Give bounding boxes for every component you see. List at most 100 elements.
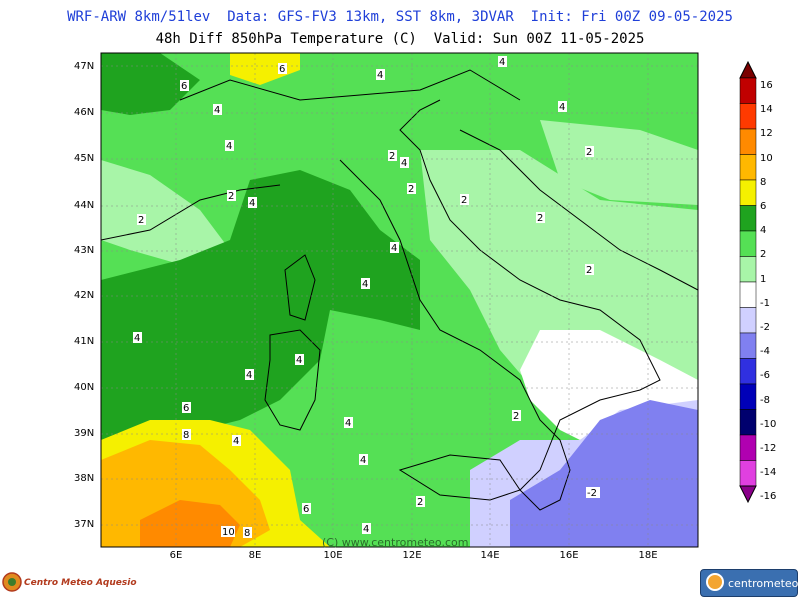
contour-label-bg xyxy=(213,104,222,115)
contour-label-bg xyxy=(248,197,257,208)
colorbar-box xyxy=(739,434,757,461)
contour-label-bg xyxy=(278,63,287,74)
lat-label: 45N xyxy=(74,153,95,164)
field-dark-green-west xyxy=(101,170,420,440)
colorbar-box xyxy=(739,281,757,308)
colorbar-box xyxy=(739,103,757,130)
field-pale-green-north xyxy=(540,120,698,205)
contour-label: 4 xyxy=(246,370,252,381)
lon-label: 10E xyxy=(323,550,343,561)
title-line-1: WRF-ARW 8km/51lev Data: GFS-FV3 13km, SS… xyxy=(67,9,733,25)
contour-label-bg xyxy=(221,526,235,537)
contour-label-bg xyxy=(133,332,142,343)
contour-label: 10 xyxy=(222,527,235,538)
contour-label: 6 xyxy=(303,504,309,515)
contour-label-bg xyxy=(227,190,236,201)
map-frame xyxy=(100,52,699,548)
contour-label: 8 xyxy=(244,528,250,539)
centro-meteo-aquesio-logo[interactable] xyxy=(2,568,122,596)
lat-label: 37N xyxy=(74,519,95,530)
contour-label: 2 xyxy=(513,411,519,422)
colorbar-box xyxy=(739,460,757,487)
contour-label: 2 xyxy=(408,184,414,195)
colorbar-label: -6 xyxy=(760,370,770,382)
lat-label: 42N xyxy=(74,290,95,301)
title-line-2: 48h Diff 850hPa Temperature (C) Valid: S… xyxy=(155,31,645,47)
colorbar-label: -1 xyxy=(760,297,770,309)
colorbar-box xyxy=(739,383,757,410)
contour-label: 2 xyxy=(389,151,395,162)
coastlines xyxy=(101,69,698,511)
lon-label: 12E xyxy=(402,550,422,561)
contour-label-bg xyxy=(225,140,234,151)
contour-label: 4 xyxy=(362,279,368,290)
lon-label: 14E xyxy=(480,550,500,561)
field-orange xyxy=(140,500,240,547)
colorbar-label: -10 xyxy=(760,418,777,430)
contour-label-bg xyxy=(416,496,425,507)
contour-label: 8 xyxy=(183,430,189,441)
contour-label: 2 xyxy=(461,195,467,206)
contour-label: 4 xyxy=(377,70,383,81)
colorbar-box xyxy=(739,307,757,334)
lat-label: 40N xyxy=(74,382,95,393)
contour-label: 4 xyxy=(296,355,302,366)
contour-label: 4 xyxy=(345,418,351,429)
colorbar-bottom-arrow xyxy=(739,485,757,504)
contour-label-bg xyxy=(585,264,594,275)
field-dark-green-north xyxy=(101,53,200,115)
colorbar-box xyxy=(739,256,757,283)
lon-label: 8E xyxy=(248,550,262,561)
contour-label-bg xyxy=(390,242,399,253)
colorbar-label: 6 xyxy=(760,201,767,212)
colorbar-label: -2 xyxy=(760,322,770,333)
contour-label: 4 xyxy=(134,333,140,344)
colorbar-label: 16 xyxy=(760,80,773,91)
contour-label-bg xyxy=(232,435,241,446)
lat-label: 44N xyxy=(74,200,95,211)
lat-label: 46N xyxy=(74,107,95,118)
lon-label: 18E xyxy=(638,550,658,561)
colorbar-label: -4 xyxy=(760,346,770,358)
contour-label-bg xyxy=(180,80,189,91)
contour-label-bg xyxy=(536,212,545,223)
contour-label-bg xyxy=(558,101,567,112)
colorbar-label: -12 xyxy=(760,443,777,454)
right-logo-text: centrometeo xyxy=(728,577,799,590)
colorbar-label: -14 xyxy=(760,467,777,479)
balkan-coast xyxy=(459,129,698,291)
contour-label: 4 xyxy=(214,105,220,116)
contour-label-bg xyxy=(361,278,370,289)
colorbar-box xyxy=(739,179,757,206)
contour-label-bg xyxy=(302,503,311,514)
contour-label-bg xyxy=(344,417,353,428)
contour-label-bg xyxy=(498,56,507,67)
sardinia-coast xyxy=(264,329,321,431)
colorbar-box xyxy=(739,358,757,385)
centrometeo-logo-icon xyxy=(706,573,724,591)
contour-label-bg xyxy=(295,354,304,365)
contour-label: 2 xyxy=(138,215,144,226)
contour-label: 2 xyxy=(417,497,423,508)
left-logo-text: Centro Meteo Aquesio xyxy=(24,578,137,588)
contour-label: 4 xyxy=(233,436,239,447)
contour-label-bg xyxy=(586,487,600,498)
colorbar-label: 8 xyxy=(760,176,767,188)
contour-label-bg xyxy=(512,410,521,421)
contour-label: 6 xyxy=(181,81,187,92)
contour-label-bg xyxy=(460,194,469,205)
contour-label-bg xyxy=(182,402,191,413)
lat-label: 39N xyxy=(74,428,95,439)
lat-label: 47N xyxy=(74,61,95,72)
colorbar-box xyxy=(739,205,757,232)
contour-label-bg xyxy=(376,69,385,80)
colorbar-box xyxy=(739,128,757,155)
lat-label: 38N xyxy=(74,473,95,484)
france-coast xyxy=(101,184,281,241)
contour-label-bg xyxy=(137,214,146,225)
contour-label: 4 xyxy=(559,102,565,113)
colorbar-label: 4 xyxy=(760,225,767,237)
contour-label: 4 xyxy=(401,158,407,169)
contour-label-bg xyxy=(585,146,594,157)
contour-label-bg xyxy=(362,523,371,534)
